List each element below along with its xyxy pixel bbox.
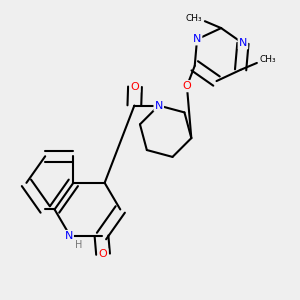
Text: N: N — [239, 38, 247, 48]
Text: CH₃: CH₃ — [186, 14, 202, 22]
Text: N: N — [64, 231, 73, 241]
Text: CH₃: CH₃ — [260, 55, 276, 64]
Text: O: O — [99, 249, 107, 259]
Text: O: O — [182, 81, 191, 91]
Text: O: O — [130, 82, 140, 92]
Text: N: N — [193, 34, 201, 44]
Text: H: H — [75, 240, 83, 250]
Text: N: N — [154, 100, 163, 110]
